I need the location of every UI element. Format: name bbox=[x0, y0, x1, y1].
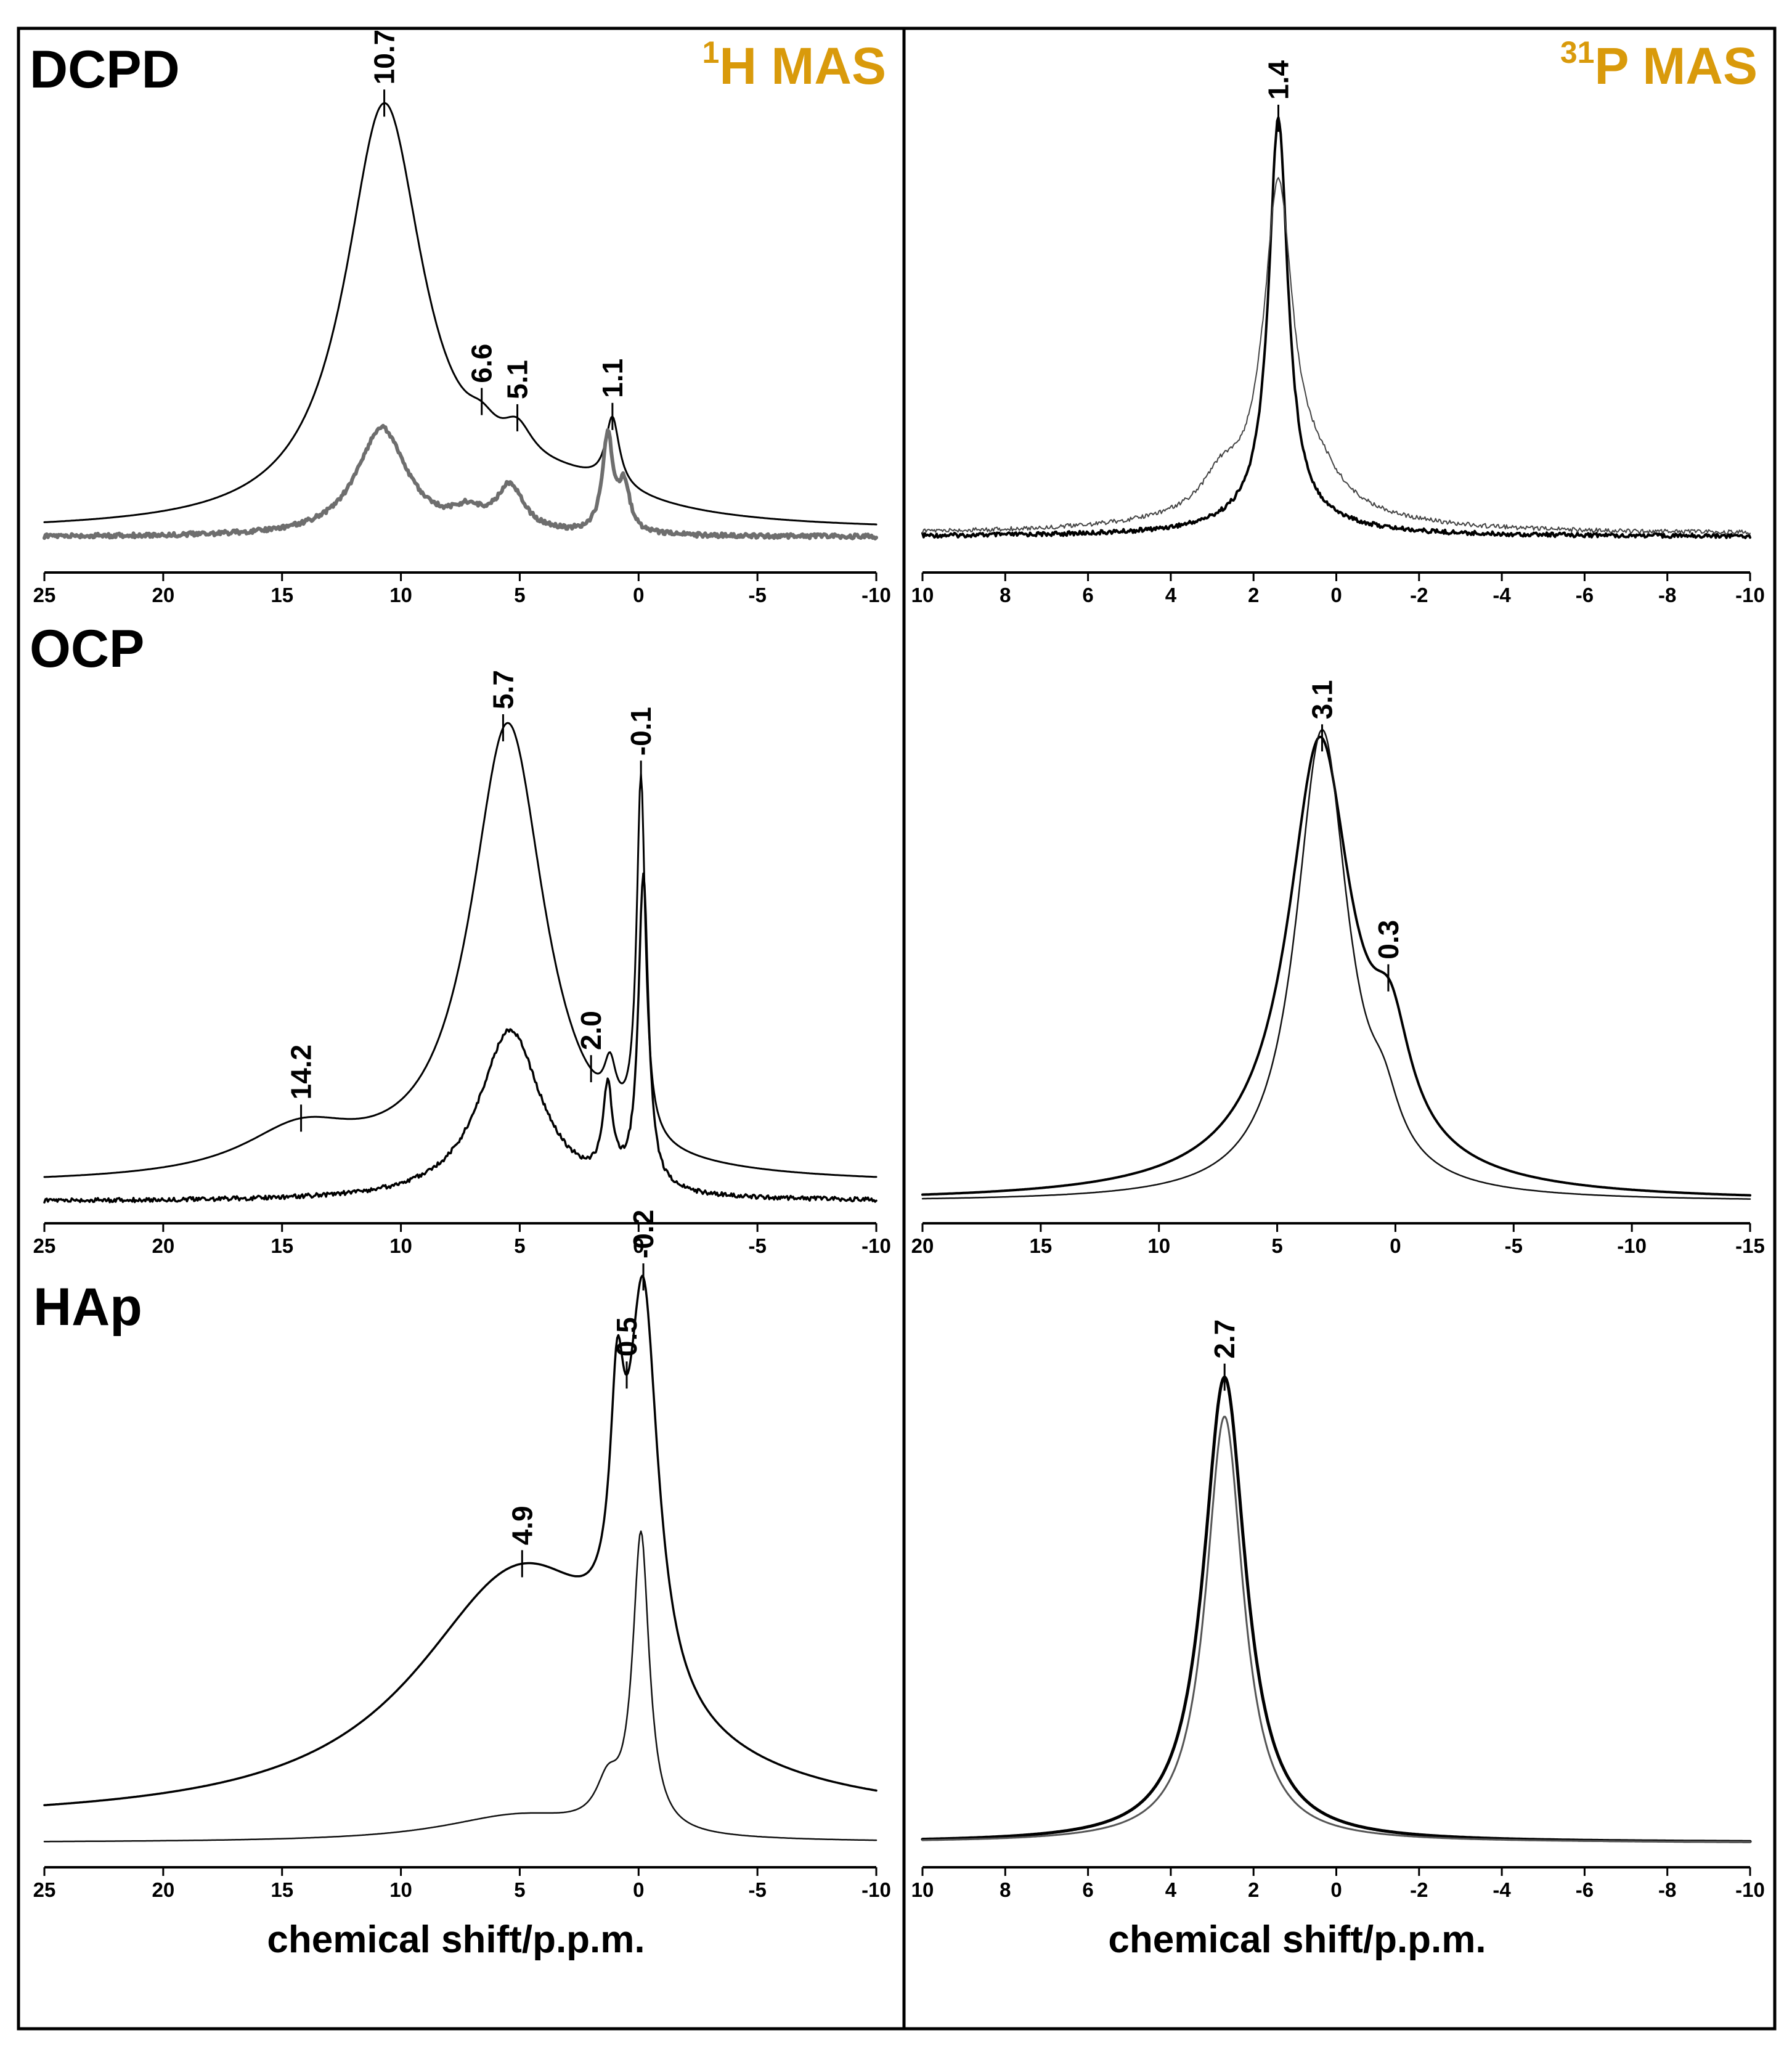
x-tick-label: 5 bbox=[514, 584, 525, 606]
x-tick-label: 0 bbox=[1330, 1878, 1342, 1901]
series-main bbox=[921, 116, 1751, 539]
x-tick-label: 20 bbox=[152, 1234, 174, 1257]
chart-hap-31p: 10 8 6 4 2 0 -2 -4 -6 -8 -10 2.7 bbox=[911, 1319, 1765, 1901]
x-axis-title-31p: chemical shift/p.p.m. bbox=[1108, 1918, 1486, 1961]
x-tick-label: -5 bbox=[1505, 1234, 1523, 1257]
peak-label: -0.1 bbox=[625, 707, 657, 756]
x-tick-label: 0 bbox=[1330, 584, 1342, 606]
peak-label: 2.0 bbox=[575, 1011, 607, 1050]
x-tick-label: -8 bbox=[1658, 1878, 1676, 1901]
series-lower bbox=[43, 423, 878, 540]
x-tick-label: -2 bbox=[1410, 1878, 1428, 1901]
peak-label: 4.9 bbox=[506, 1506, 538, 1545]
peak-label: 3.1 bbox=[1306, 680, 1338, 719]
x-tick-label: -4 bbox=[1493, 584, 1511, 606]
chart-dcpd-1h: 25 20 15 10 5 0 -5 -10 10.7 6.6 5.1 1.1 bbox=[33, 30, 891, 606]
peak-label: 14.2 bbox=[285, 1045, 317, 1100]
x-tick-label: 15 bbox=[1029, 1234, 1052, 1257]
x-tick-label: 6 bbox=[1082, 1878, 1093, 1901]
x-tick-label: 15 bbox=[271, 1878, 293, 1901]
peak-label: 5.7 bbox=[487, 670, 519, 709]
x-tick-label: 10 bbox=[911, 1878, 934, 1901]
x-tick-label: 6 bbox=[1082, 584, 1093, 606]
chart-ocp-31p: 20 15 10 5 0 -5 -10 -15 3.1 0.3 bbox=[911, 680, 1765, 1257]
chart-ocp-1h: 25 20 15 10 5 0 -5 -10 5.7 -0.1 2.0 14.2 bbox=[33, 670, 891, 1257]
x-tick-label: 10 bbox=[389, 584, 412, 606]
x-tick-label: 0 bbox=[633, 584, 644, 606]
nucleus-label-1h: 1H MAS bbox=[703, 35, 886, 95]
nucleus-1h-name: H MAS bbox=[719, 37, 886, 95]
chart-hap-1h: 25 20 15 10 5 0 -5 -10 -0.2 0.5 4.9 bbox=[33, 1210, 891, 1901]
nucleus-label-31p: 31P MAS bbox=[1560, 35, 1757, 95]
x-tick-label: 15 bbox=[271, 584, 293, 606]
x-tick-label: -10 bbox=[861, 1878, 891, 1901]
x-tick-label: -15 bbox=[1735, 1234, 1765, 1257]
x-tick-label: 25 bbox=[33, 1234, 56, 1257]
chart-dcpd-31p: 10 8 6 4 2 0 -2 -4 -6 -8 -10 1.4 bbox=[911, 60, 1765, 606]
sample-label-ocp: OCP bbox=[30, 619, 144, 679]
x-tick-label: 2 bbox=[1248, 1878, 1259, 1901]
series-outer bbox=[921, 1375, 1752, 1843]
figure-frame bbox=[17, 26, 1777, 2031]
x-tick-label: -5 bbox=[748, 1878, 766, 1901]
series-broad bbox=[922, 177, 1751, 536]
x-tick-label: -2 bbox=[1410, 584, 1428, 606]
x-tick-label: 4 bbox=[1165, 584, 1177, 606]
x-tick-label: -6 bbox=[1576, 1878, 1594, 1901]
x-tick-label: 8 bbox=[1000, 584, 1011, 606]
x-tick-label: 0 bbox=[633, 1878, 644, 1901]
x-tick-label: -5 bbox=[748, 584, 766, 606]
peak-label: 10.7 bbox=[369, 30, 401, 85]
x-tick-label: -10 bbox=[1735, 584, 1765, 606]
x-tick-label: 15 bbox=[271, 1234, 293, 1257]
x-tick-label: 20 bbox=[152, 1878, 174, 1901]
sample-label-dcpd: DCPD bbox=[30, 40, 180, 99]
series-lower bbox=[43, 872, 878, 1204]
peak-label: -0.2 bbox=[627, 1210, 659, 1258]
series-inner bbox=[921, 1416, 1751, 1843]
x-tick-label: 2 bbox=[1248, 584, 1259, 606]
series-lower bbox=[43, 1530, 878, 1843]
series-upper bbox=[43, 102, 878, 526]
x-tick-label: -10 bbox=[1735, 1878, 1765, 1901]
x-tick-label: 20 bbox=[911, 1234, 934, 1257]
x-tick-label: 8 bbox=[1000, 1878, 1011, 1901]
x-tick-label: 4 bbox=[1165, 1878, 1177, 1901]
x-tick-label: -10 bbox=[861, 1234, 891, 1257]
sample-label-hap: HAp bbox=[33, 1278, 142, 1337]
x-tick-label: 10 bbox=[389, 1878, 412, 1901]
peak-label: 5.1 bbox=[502, 360, 534, 399]
peak-label: 0.5 bbox=[611, 1317, 643, 1356]
x-tick-label: -8 bbox=[1658, 584, 1676, 606]
x-axis-title-1h: chemical shift/p.p.m. bbox=[267, 1918, 645, 1961]
x-tick-label: 25 bbox=[33, 584, 56, 606]
peak-label: 0.3 bbox=[1372, 920, 1404, 960]
x-tick-label: 20 bbox=[152, 584, 174, 606]
x-tick-label: 10 bbox=[389, 1234, 412, 1257]
nucleus-1h-superscript: 1 bbox=[703, 35, 720, 70]
peak-label: 1.1 bbox=[597, 359, 629, 398]
peak-label: 2.7 bbox=[1208, 1319, 1240, 1359]
x-tick-label: -6 bbox=[1576, 584, 1594, 606]
x-tick-label: 5 bbox=[514, 1878, 525, 1901]
nucleus-31p-name: P MAS bbox=[1594, 37, 1757, 95]
x-tick-label: 5 bbox=[1271, 1234, 1282, 1257]
x-tick-label: 0 bbox=[633, 1234, 644, 1257]
nucleus-31p-superscript: 31 bbox=[1560, 35, 1595, 70]
series-inner bbox=[921, 728, 1751, 1200]
x-tick-label: 10 bbox=[911, 584, 934, 606]
peak-label: 6.6 bbox=[466, 344, 498, 383]
x-tick-label: 25 bbox=[33, 1878, 56, 1901]
x-tick-label: 0 bbox=[1390, 1234, 1401, 1257]
x-tick-label: -5 bbox=[748, 1234, 766, 1257]
series-upper bbox=[43, 1274, 878, 1806]
x-tick-label: -10 bbox=[861, 584, 891, 606]
x-tick-label: -10 bbox=[1617, 1234, 1647, 1257]
x-tick-label: -4 bbox=[1493, 1878, 1511, 1901]
series-upper bbox=[43, 722, 878, 1178]
x-tick-label: 10 bbox=[1147, 1234, 1170, 1257]
peak-label: 1.4 bbox=[1262, 60, 1294, 100]
x-tick-label: 5 bbox=[514, 1234, 525, 1257]
